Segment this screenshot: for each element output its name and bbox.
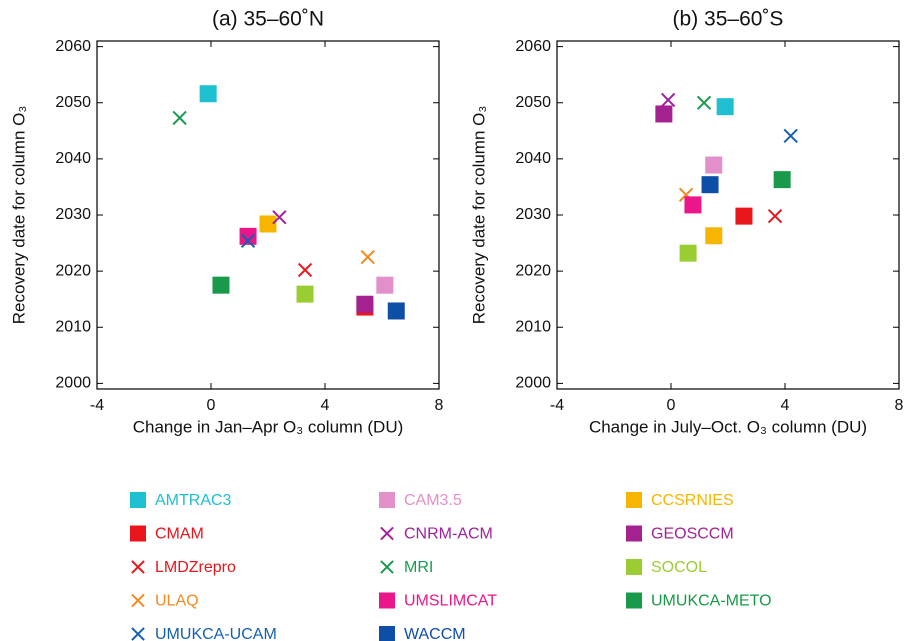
data-point xyxy=(773,171,791,189)
x-tick-label: 0 xyxy=(207,397,216,414)
legend-marker xyxy=(131,593,145,608)
legend-marker xyxy=(380,526,394,541)
data-point xyxy=(679,244,697,262)
legend-label: UMUKCA-METO xyxy=(651,593,772,610)
data-point xyxy=(696,95,712,110)
x-axis-label: Change in Jan–Apr O₃ column (DU) xyxy=(133,417,404,436)
y-tick-label: 2030 xyxy=(55,206,91,223)
data-point xyxy=(259,215,277,233)
data-point xyxy=(716,98,734,116)
legend-marker xyxy=(626,525,642,542)
x-tick-label: 8 xyxy=(895,397,904,414)
legend-marker xyxy=(379,592,395,609)
y-tick-label: 2000 xyxy=(515,375,551,392)
y-tick-label: 2060 xyxy=(515,38,551,55)
legend-label: CNRM-ACM xyxy=(404,526,493,543)
data-point xyxy=(239,227,257,245)
data-point xyxy=(660,92,676,108)
legend-marker xyxy=(131,560,145,574)
data-point xyxy=(212,276,230,294)
x-tick-label: 4 xyxy=(321,397,330,414)
y-axis-label: Recovery date for column O₃ xyxy=(9,106,28,325)
data-point xyxy=(240,233,256,248)
y-tick-label: 2010 xyxy=(55,318,91,335)
data-point xyxy=(376,276,394,294)
legend-label: LMDZrepro xyxy=(155,559,236,576)
y-tick-label: 2050 xyxy=(55,94,91,111)
data-point xyxy=(199,85,217,103)
legend-marker xyxy=(130,492,146,508)
legend-label: ULAQ xyxy=(155,593,199,610)
x-axis-label: Change in July–Oct. O₃ column (DU) xyxy=(589,417,867,436)
chart-title: (a) 35–60˚N xyxy=(212,8,324,31)
x-tick-label: -4 xyxy=(550,397,564,414)
legend-marker xyxy=(626,492,642,508)
y-tick-label: 2010 xyxy=(515,318,551,335)
plot-frame xyxy=(556,40,900,390)
legend-label: CMAM xyxy=(155,526,204,543)
legend-label: MRI xyxy=(404,559,433,576)
x-tick-label: 8 xyxy=(435,397,444,414)
y-tick-label: 2060 xyxy=(55,38,91,55)
data-point xyxy=(767,208,783,224)
data-point xyxy=(272,210,287,225)
data-point xyxy=(705,156,723,174)
y-tick-label: 2020 xyxy=(515,262,551,279)
legend-marker xyxy=(626,559,642,575)
legend-marker xyxy=(380,560,394,574)
legend-marker xyxy=(626,592,642,609)
legend-label: WACCM xyxy=(404,626,466,641)
plot-frame xyxy=(96,40,440,390)
data-point xyxy=(356,295,374,313)
chart-title: (b) 35–60˚S xyxy=(673,8,784,31)
data-point xyxy=(297,262,313,278)
y-tick-label: 2000 xyxy=(55,375,91,392)
data-point xyxy=(705,227,723,245)
y-tick-label: 2030 xyxy=(515,206,551,223)
legend-label: AMTRAC3 xyxy=(155,492,232,509)
legend-label: GEOSCCM xyxy=(651,526,734,543)
legend-label: UMUKCA-UCAM xyxy=(155,626,277,641)
data-point xyxy=(387,302,405,320)
legend-label: UMSLIMCAT xyxy=(404,593,497,610)
data-point xyxy=(360,249,375,265)
data-point xyxy=(701,176,719,194)
y-tick-label: 2020 xyxy=(55,262,91,279)
data-point xyxy=(655,105,673,123)
x-tick-label: 0 xyxy=(667,397,676,414)
legend-label: SOCOL xyxy=(651,559,707,576)
y-tick-label: 2040 xyxy=(515,150,551,167)
x-tick-label: -4 xyxy=(90,397,104,414)
legend-marker xyxy=(131,627,145,641)
x-tick-label: 4 xyxy=(781,397,790,414)
legend-label: CAM3.5 xyxy=(404,492,462,509)
data-point xyxy=(735,207,753,225)
data-point xyxy=(783,128,798,144)
legend-label: CCSRNIES xyxy=(651,492,734,509)
data-point xyxy=(684,196,702,214)
data-point xyxy=(172,110,187,126)
data-point xyxy=(296,285,314,303)
legend-marker xyxy=(379,492,395,508)
y-tick-label: 2040 xyxy=(55,150,91,167)
y-tick-label: 2050 xyxy=(515,94,551,111)
legend-marker xyxy=(379,626,395,641)
y-axis-label: Recovery date for column O₃ xyxy=(469,106,488,325)
legend-marker xyxy=(130,525,146,542)
